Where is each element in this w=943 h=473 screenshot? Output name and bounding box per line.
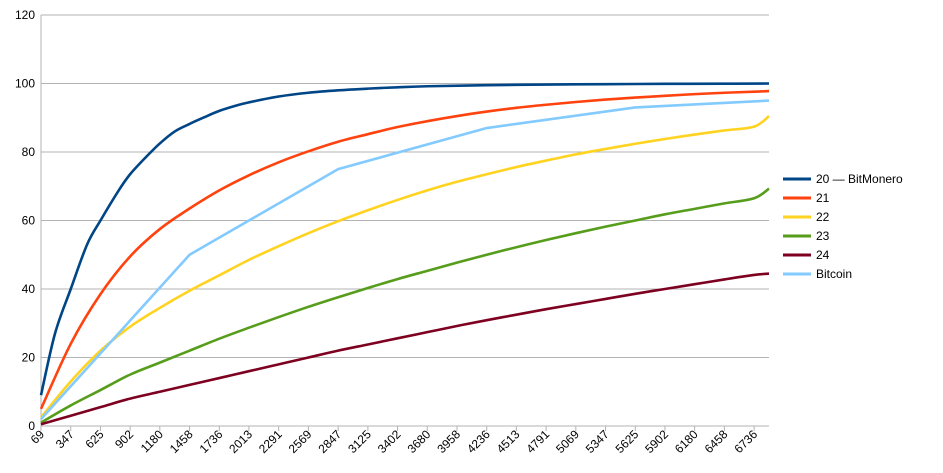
y-tick-label: 120 [15,8,35,22]
x-tick-label: 5069 [553,427,582,456]
gridlines [41,14,769,427]
x-tick-label: 5347 [583,427,612,456]
y-tick-label: 60 [22,214,36,228]
y-tick-label: 40 [22,282,36,296]
legend-label: 22 [816,210,830,224]
series-line-0 [39,82,770,396]
x-tick-label: 4513 [494,427,523,456]
x-tick-label: 6458 [702,427,731,456]
x-tick-label: 1458 [167,427,196,456]
x-tick-label: 6180 [672,427,701,456]
x-tick-label: 2847 [315,427,344,456]
x-tick-label: 2013 [226,427,255,456]
series-lines [39,82,770,426]
y-tick-label: 20 [22,351,36,365]
legend-label: 23 [816,229,830,243]
x-tick-label: 1180 [138,427,166,455]
y-tick-label: 80 [22,145,36,159]
x-tick-label: 625 [83,427,107,451]
y-tick-label: 100 [15,77,35,91]
y-tick-label: 0 [28,419,35,433]
series-line-4 [40,272,770,426]
x-tick-label: 3680 [405,427,434,456]
x-tick-label: 3402 [375,427,404,456]
x-tick-label: 902 [112,427,136,451]
x-tick-label: 2569 [286,427,315,456]
series-line-5 [40,99,770,421]
x-tick-label: 4236 [464,427,493,456]
x-tick-label: 1736 [197,427,226,456]
series-line-3 [40,187,770,424]
x-tick-label: 2291 [256,427,285,456]
x-tick-label: 347 [53,427,77,451]
legend-label: 20 — BitMonero [816,172,903,186]
series-line-1 [39,89,770,410]
legend-label: Bitcoin [816,267,852,281]
x-tick-label: 5902 [642,427,671,456]
x-tick-label: 6736 [731,427,760,456]
legend-label: 21 [816,191,830,205]
legend: 20 — BitMonero 21 22 23 24 Bitcoin [783,172,903,281]
series-line-2 [39,114,770,419]
legend-label: 24 [816,248,830,262]
x-tick-label: 5625 [613,427,642,456]
x-tick-label: 3958 [434,427,463,456]
x-tick-label: 4791 [523,427,552,456]
x-tick-label: 3125 [345,427,374,456]
